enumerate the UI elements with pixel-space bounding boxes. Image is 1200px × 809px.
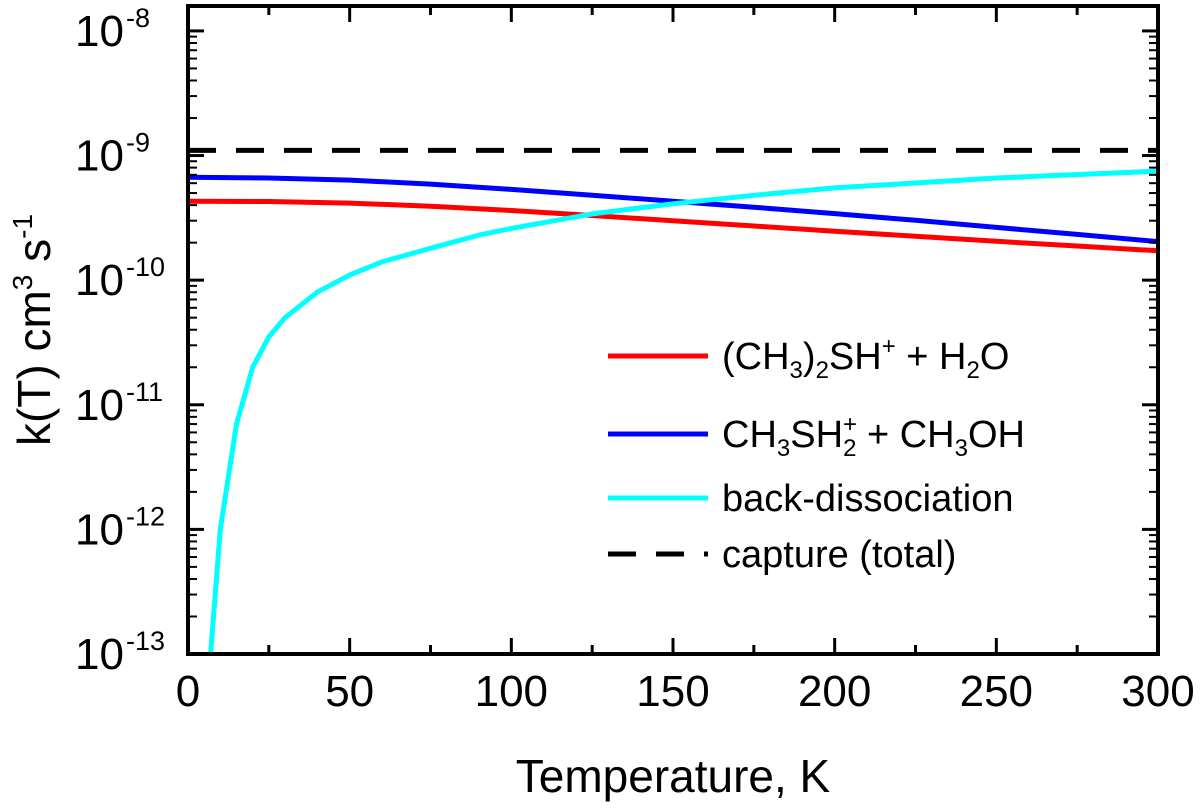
y-tick-label: 10	[75, 381, 124, 430]
legend-label-1: CH3SH+ 2 + CH3OH	[722, 411, 1025, 462]
x-tick-label: 100	[475, 667, 548, 716]
y-tick-label: 10	[75, 505, 124, 554]
x-tick-label: 50	[325, 667, 374, 716]
legend: (CH3)2SH+ + H2O CH3SH+ 2 + CH3OH back-disso…	[608, 333, 1025, 576]
x-tick-label: 150	[636, 667, 709, 716]
legend-label-0: (CH3)2SH+ + H2O	[722, 333, 1009, 384]
y-tick-exponent: -8	[126, 3, 150, 33]
x-tick-label: 0	[176, 667, 200, 716]
y-tick-exponent: -13	[126, 626, 165, 656]
y-axis-title: k(T) cm3 s-1	[7, 214, 60, 446]
series-line-0	[188, 198, 1158, 254]
y-tick-exponent: -10	[126, 252, 165, 282]
series-layer	[188, 147, 1158, 654]
y-tick-exponent: -12	[126, 501, 165, 531]
x-tick-label: 300	[1121, 667, 1194, 716]
x-axis-title: Temperature, K	[516, 750, 831, 802]
legend-label-2: back-dissociation	[722, 478, 1013, 520]
y-tick-exponent: -9	[126, 128, 150, 158]
series-line-2	[208, 168, 1158, 654]
series-line-1	[188, 174, 1158, 245]
legend-label-3: capture (total)	[722, 534, 956, 576]
x-tick-label: 200	[798, 667, 871, 716]
y-tick-label: 10	[75, 256, 124, 305]
y-tick-exponent: -11	[126, 377, 163, 407]
y-tick-label: 10	[75, 630, 124, 679]
y-tick-label: 10	[75, 7, 124, 56]
y-axis-title-text: k(T) cm3 s-1	[7, 214, 60, 446]
plot-frame	[186, 4, 1160, 656]
y-tick-label: 10	[75, 132, 124, 181]
ticks-layer: 0 50 100 150 200 250 30010-1310-1210-1110-1010…	[75, 3, 1195, 716]
x-tick-label: 250	[960, 667, 1033, 716]
